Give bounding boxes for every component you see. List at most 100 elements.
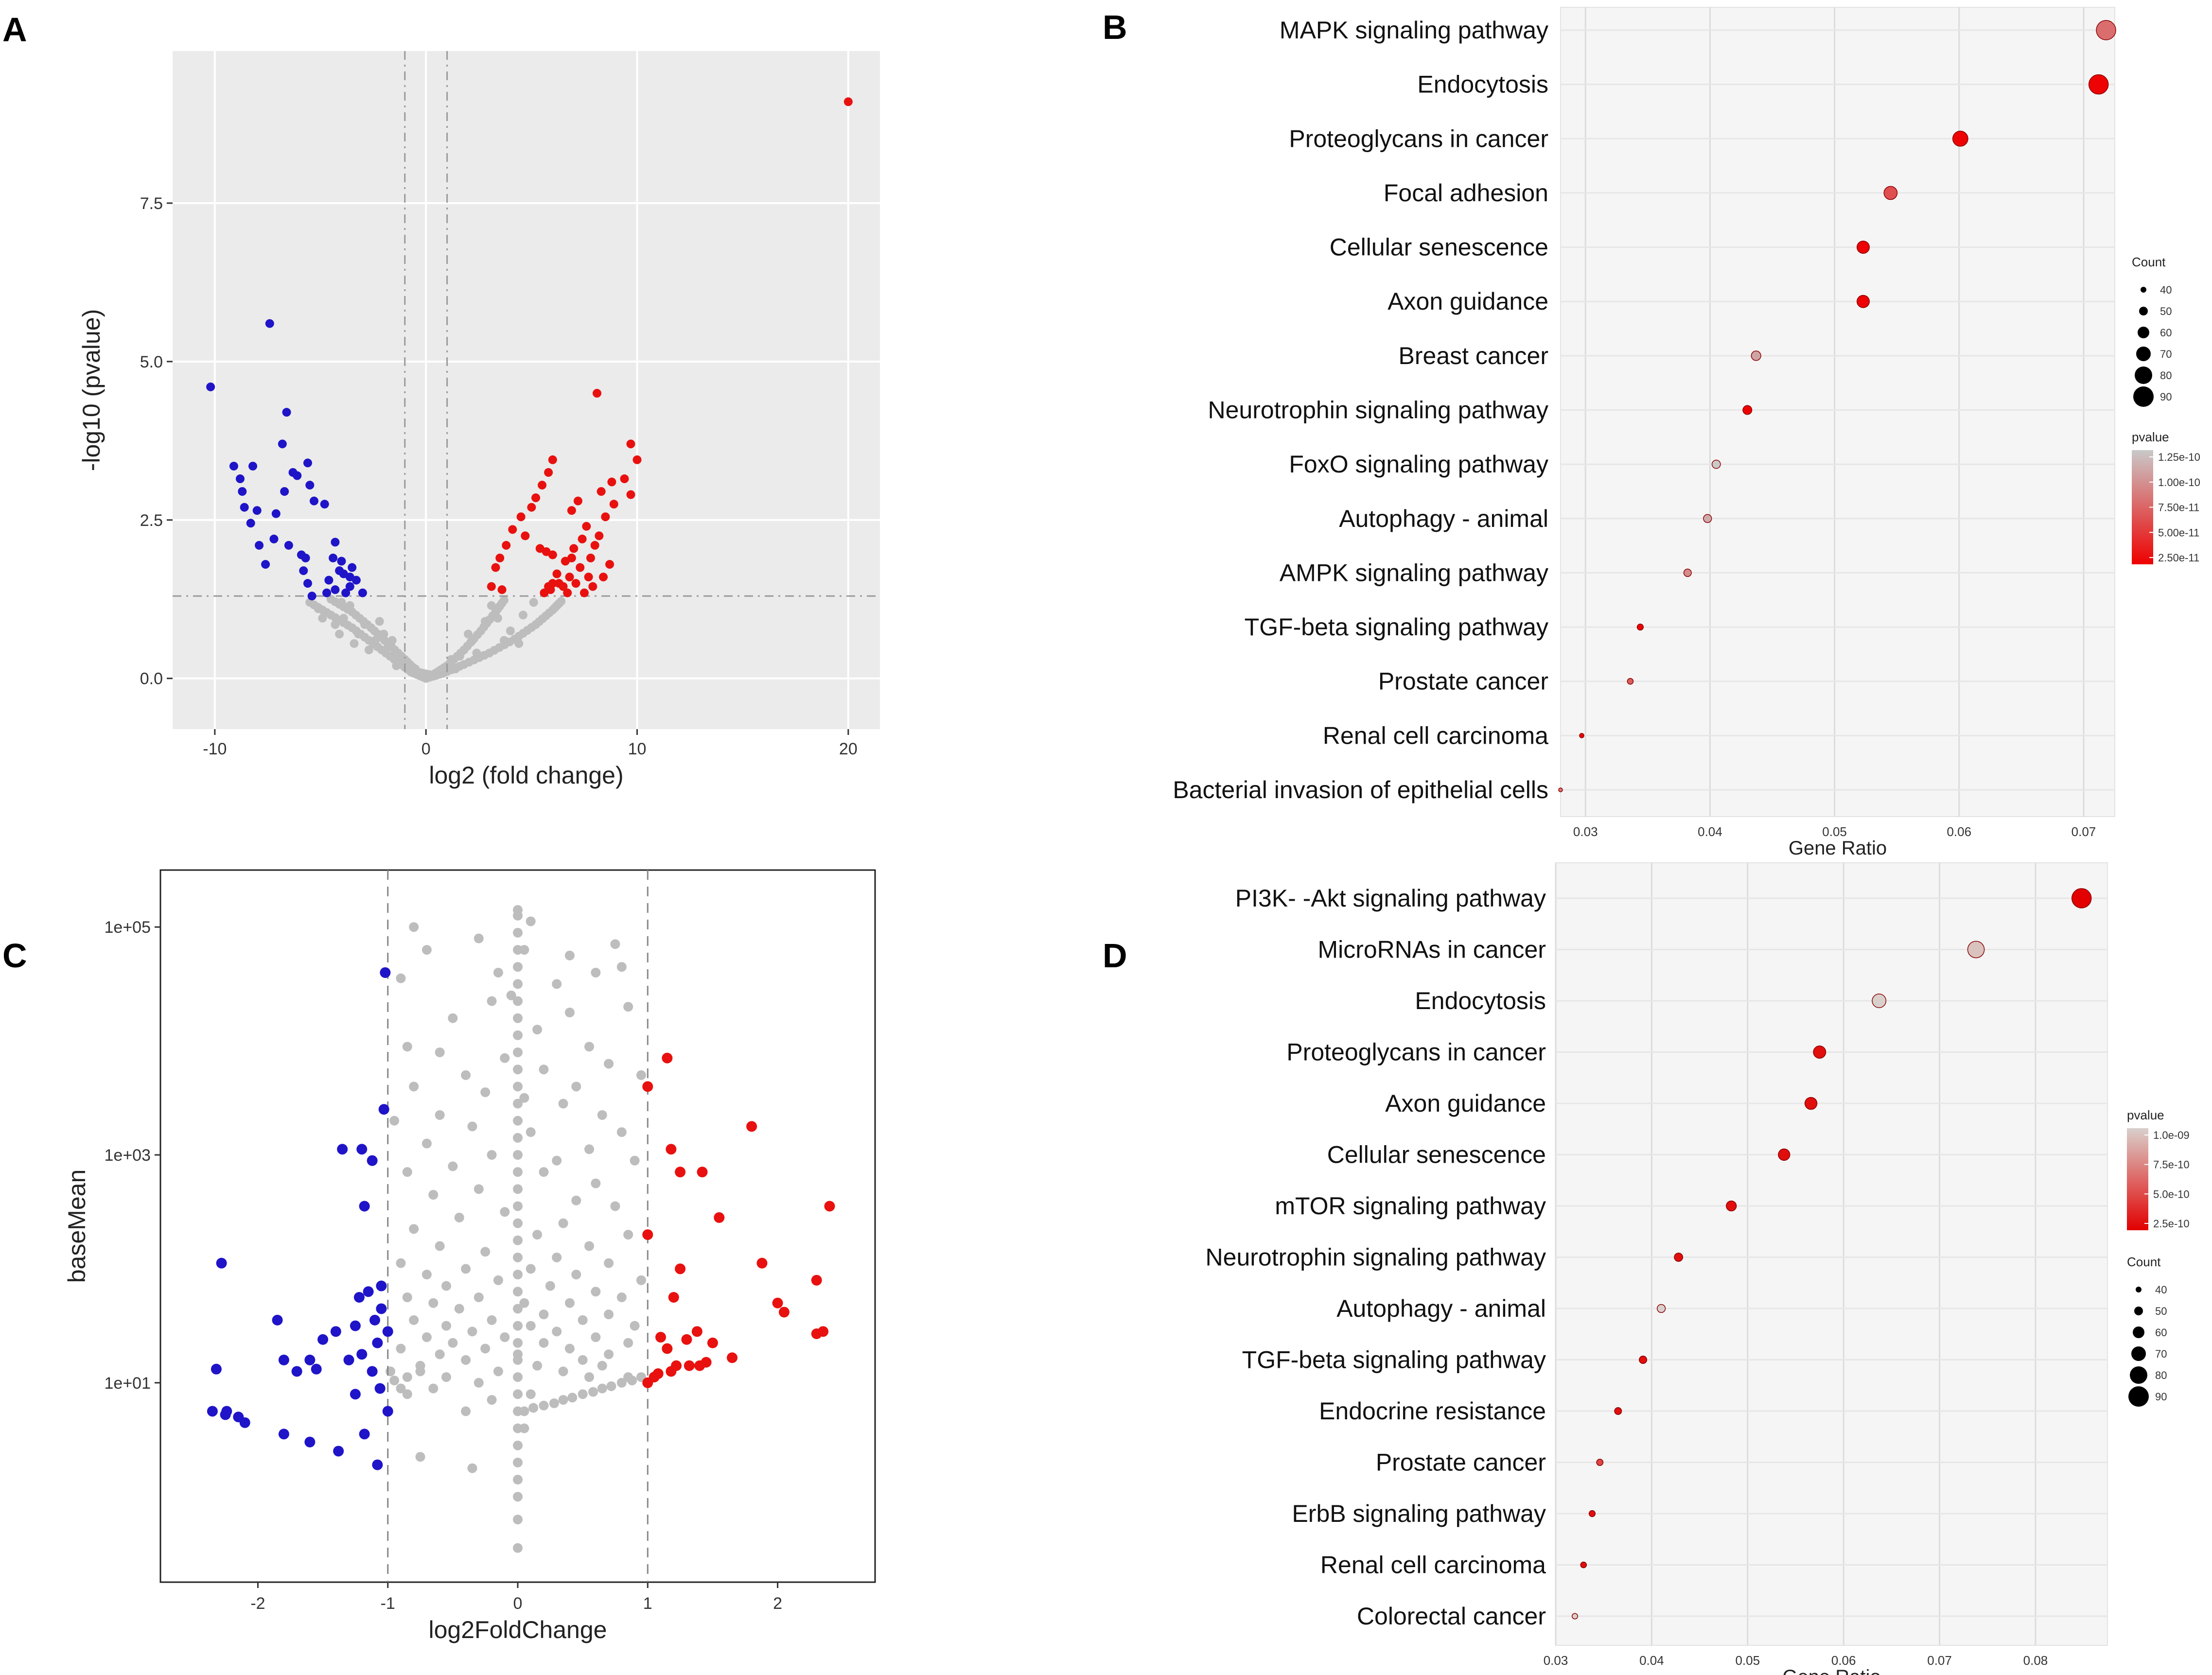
- point-ns: [421, 1138, 432, 1149]
- point-up: [684, 1360, 695, 1371]
- point-up: [565, 573, 574, 582]
- category-label: Prostate cancer: [1376, 1449, 1546, 1476]
- x-tick-label: 0.03: [1573, 824, 1598, 839]
- point-up: [497, 585, 507, 594]
- point-ns: [409, 1315, 419, 1325]
- point-up: [620, 474, 629, 484]
- point-ns: [513, 1457, 523, 1467]
- point-ns: [578, 1355, 588, 1365]
- x-tick-label: 0.04: [1639, 1653, 1664, 1668]
- point-up: [626, 439, 635, 449]
- dot-1: [2071, 888, 2092, 908]
- point-ns: [604, 1258, 614, 1268]
- dot-8: [1674, 1253, 1684, 1262]
- legend-count-label: 60: [2160, 327, 2172, 339]
- point-ns: [487, 1395, 497, 1405]
- point-ns: [567, 1393, 578, 1403]
- point-ns: [474, 1292, 484, 1302]
- point-ns: [519, 1406, 529, 1416]
- category-label: Bacterial invasion of epithelial cells: [1173, 776, 1548, 803]
- legend-count-label: 80: [2160, 369, 2172, 382]
- point-up: [756, 1257, 768, 1269]
- point-down: [356, 1349, 368, 1360]
- category-label: Breast cancer: [1399, 342, 1548, 369]
- legend-pvalue-colorbar: [2127, 1128, 2148, 1230]
- point-down: [207, 1406, 218, 1417]
- point-down: [261, 560, 270, 569]
- point-down: [382, 1406, 393, 1417]
- point-ns: [335, 629, 344, 639]
- point-ns: [360, 620, 369, 629]
- point-up: [707, 1337, 718, 1348]
- point-down: [359, 1201, 370, 1212]
- category-label: Endocrine resistance: [1319, 1397, 1546, 1425]
- point-ns: [514, 639, 524, 648]
- dot-5: [1857, 241, 1870, 254]
- point-up: [662, 1343, 673, 1354]
- dot-3: [1872, 994, 1887, 1008]
- point-ns: [564, 1298, 575, 1308]
- point-ns: [564, 950, 575, 960]
- point-ns: [588, 1387, 598, 1397]
- point-ns: [558, 1395, 568, 1405]
- dot-2: [1967, 941, 1985, 959]
- point-ns: [539, 1400, 549, 1411]
- point-ns: [409, 1082, 419, 1092]
- point-ns: [396, 652, 405, 661]
- dot-14: [1579, 733, 1584, 738]
- y-tick-label: 7.5: [140, 194, 163, 213]
- point-ns: [591, 1178, 601, 1188]
- point-down: [269, 534, 279, 543]
- point-ns: [513, 1372, 523, 1382]
- point-ns: [345, 601, 354, 610]
- point-down: [345, 582, 354, 591]
- point-ns: [519, 1423, 529, 1433]
- point-ns: [386, 1366, 396, 1377]
- point-ns: [584, 1241, 594, 1251]
- point-ns: [389, 1116, 400, 1126]
- point-ns: [513, 1184, 523, 1194]
- point-ns: [636, 1070, 646, 1080]
- legend-count-title: Count: [2132, 255, 2166, 269]
- point-ns: [630, 1155, 640, 1166]
- point-down: [278, 439, 287, 449]
- point-up: [666, 1366, 677, 1377]
- point-down: [333, 1446, 344, 1457]
- point-up: [586, 553, 595, 562]
- point-ns: [526, 1321, 536, 1331]
- point-down: [350, 1389, 361, 1400]
- category-label: FoxO signaling pathway: [1289, 451, 1548, 478]
- point-down: [235, 474, 245, 484]
- legend-count-label: 60: [2155, 1326, 2167, 1339]
- point-ns: [389, 1376, 400, 1386]
- kegg-dotplot-d: 0.03 0.04 0.05 0.06 0.07 0.08 PI3K- -Akt signa…: [1206, 862, 2190, 1675]
- point-down: [376, 1303, 387, 1314]
- point-ns: [513, 1013, 523, 1023]
- point-ns: [472, 648, 481, 658]
- legend-count-dot: [2130, 1366, 2147, 1384]
- point-ns: [519, 1093, 529, 1103]
- legend-count-dot: [2128, 1386, 2149, 1407]
- point-down: [303, 458, 312, 468]
- point-up: [778, 1307, 790, 1318]
- point-up: [746, 1121, 757, 1132]
- category-label: Axon guidance: [1385, 1090, 1546, 1117]
- point-ns: [513, 1287, 523, 1297]
- point-ns: [421, 945, 432, 955]
- point-up: [675, 1167, 686, 1178]
- dot-10: [1703, 514, 1712, 523]
- point-ns: [370, 636, 380, 645]
- x-tick-label: -1: [381, 1594, 395, 1613]
- point-down: [310, 496, 318, 506]
- point-up: [567, 553, 576, 562]
- point-ns: [636, 1275, 646, 1285]
- category-label: Colorectal cancer: [1357, 1603, 1546, 1630]
- point-ns: [513, 1133, 523, 1143]
- dot-15: [1558, 787, 1563, 792]
- category-label: PI3K- -Akt signaling pathway: [1235, 885, 1546, 912]
- point-up: [538, 481, 547, 490]
- point-ns: [448, 1161, 458, 1171]
- point-ns: [529, 598, 538, 607]
- legend-count-label: 80: [2155, 1369, 2167, 1381]
- point-up: [694, 1360, 705, 1371]
